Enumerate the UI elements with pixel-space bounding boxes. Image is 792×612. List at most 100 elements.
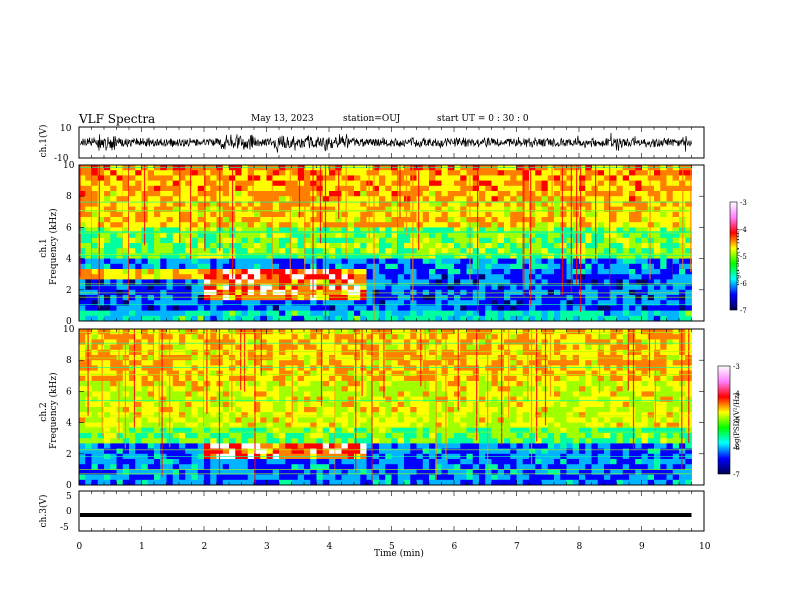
spectrogram-cell: [416, 274, 424, 280]
spectrogram-cell: [672, 305, 680, 311]
spectrogram-cell: [610, 248, 617, 254]
spectrogram-cell: [347, 464, 355, 470]
spectrogram-cell: [397, 396, 405, 403]
spectrogram-cell: [385, 269, 392, 275]
spectrogram-cell: [79, 391, 86, 397]
spectrogram-cell: [547, 217, 555, 223]
spectrogram-cell: [372, 464, 380, 470]
spectrogram-cell: [316, 412, 324, 418]
spectrogram-cell: [429, 469, 436, 475]
spectrogram-cell: [316, 391, 324, 397]
spectrogram-cell: [554, 175, 561, 181]
spectrogram-cell: [429, 339, 436, 345]
spectrogram-cell: [391, 222, 399, 228]
spectrogram-cell: [416, 407, 424, 413]
spectrogram-cell: [597, 227, 605, 233]
spectrogram-cell: [510, 232, 517, 239]
spectrogram-cell: [147, 422, 155, 429]
spectrogram-cell: [272, 295, 280, 301]
spectrogram-cell: [97, 201, 105, 207]
spectrogram-cell: [404, 284, 411, 291]
spectrogram-cell: [222, 300, 230, 306]
spectrogram-cell: [516, 175, 524, 181]
spectrogram-cell: [379, 269, 386, 275]
spectrogram-cell: [279, 284, 286, 291]
spectrogram-cell: [441, 269, 449, 275]
spectrogram-cell: [129, 360, 136, 366]
spectrogram-cell: [204, 274, 211, 280]
spectrogram-cell: [141, 349, 149, 356]
spectrogram-cell: [135, 180, 142, 187]
spectrogram-cell: [566, 217, 574, 223]
spectrogram-cell: [360, 201, 367, 207]
spectrogram-cell: [179, 375, 186, 382]
spectrogram-cell: [447, 175, 455, 181]
spectrogram-cell: [210, 401, 217, 408]
spectrogram-cell: [341, 448, 349, 455]
spectrogram-cell: [616, 217, 624, 223]
spectrogram-cell: [454, 227, 461, 233]
spectrogram-cell: [385, 279, 392, 285]
spectrogram-cell: [260, 201, 267, 207]
spectrogram-cell: [254, 433, 261, 439]
spectrogram-cell: [635, 253, 642, 259]
spectrogram-cell: [479, 227, 486, 233]
spectrogram-cell: [497, 300, 505, 306]
spectrogram-cell: [397, 243, 405, 249]
spectrogram-cell: [279, 201, 286, 207]
spectrogram-cell: [647, 310, 655, 317]
spectrogram-cell: [660, 196, 667, 202]
spectrogram-cell: [535, 263, 542, 270]
spectrogram-cell: [291, 412, 299, 418]
spectrogram-cell: [191, 300, 199, 306]
spectrogram-cell: [260, 438, 267, 444]
spectrogram-cell: [585, 175, 592, 181]
spectrogram-cell: [522, 263, 530, 270]
spectrogram-cell: [566, 258, 574, 265]
spectrogram-cell: [385, 217, 392, 223]
spectrogram-cell: [260, 375, 267, 382]
spectrogram-cell: [416, 448, 424, 455]
spectrogram-cell: [285, 339, 292, 345]
spectrogram-cell: [135, 438, 142, 444]
spectrogram-cell: [229, 315, 236, 322]
spectrogram-cell: [254, 479, 261, 486]
spectrogram-cell: [366, 381, 374, 387]
spectrogram-cell: [260, 263, 267, 270]
spectrogram-cell: [135, 360, 142, 366]
spectrogram-cell: [366, 274, 374, 280]
spectrogram-cell: [241, 300, 249, 306]
spectrogram-cell: [179, 284, 186, 291]
spectrogram-cell: [235, 381, 242, 387]
spectrogram-cell: [154, 438, 161, 444]
spectrogram-cell: [616, 279, 624, 285]
spectrogram-cell: [479, 196, 486, 202]
spectrogram-cell: [541, 279, 549, 285]
spectrogram-cell: [260, 459, 267, 465]
spectrogram-cell: [397, 300, 405, 306]
spectrogram-cell: [410, 469, 417, 475]
spectrogram-cell: [229, 417, 236, 423]
spectrogram-cell: [97, 412, 105, 418]
spectrogram-cell: [304, 329, 311, 335]
spectrogram-cell: [260, 427, 267, 434]
spectrogram-cell: [479, 170, 486, 176]
spectrogram-cell: [116, 175, 124, 181]
spectrogram-cell: [579, 295, 586, 301]
spectrogram-cell: [354, 349, 361, 356]
spectrogram-cell: [510, 295, 517, 301]
spectrogram-cell: [410, 237, 417, 244]
spectrogram-cell: [197, 474, 205, 481]
spectrogram-cell: [272, 422, 280, 429]
spectrogram-cell: [460, 222, 467, 228]
spectrogram-cell: [185, 263, 192, 270]
spectrogram-cell: [191, 391, 199, 397]
spectrogram-cell: [216, 305, 224, 311]
spectrogram-cell: [216, 474, 224, 481]
spectrogram-cell: [391, 422, 399, 429]
spectrogram-cell: [122, 253, 130, 259]
spectrogram-cell: [104, 222, 111, 228]
spectrogram-cell: [322, 370, 330, 377]
spectrogram-cell: [410, 279, 417, 285]
spectrogram-cell: [391, 396, 399, 403]
